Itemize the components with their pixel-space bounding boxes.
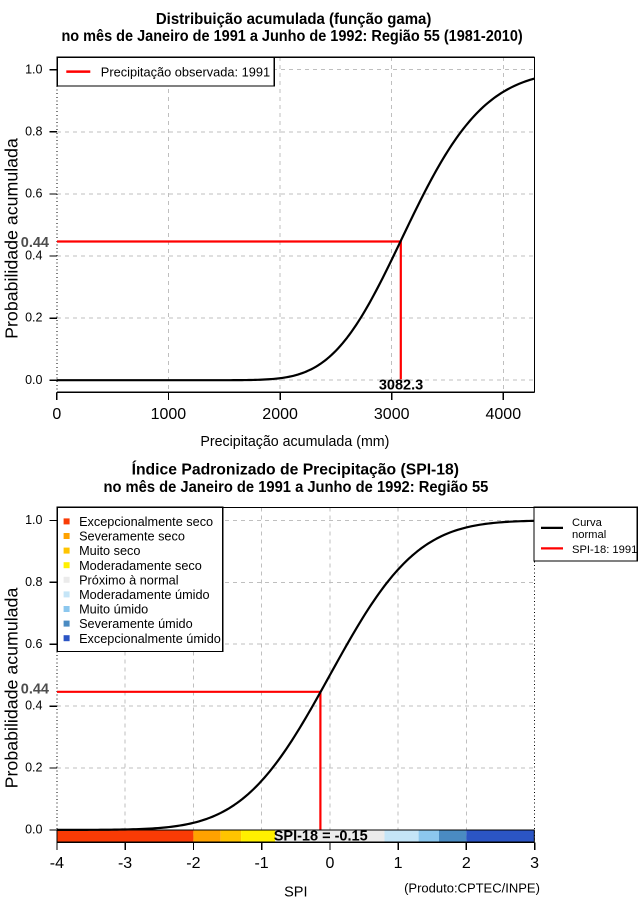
svg-text:Muito seco: Muito seco	[79, 544, 140, 558]
svg-text:Curva: Curva	[572, 517, 603, 529]
svg-text:Índice Padronizado de Precipit: Índice Padronizado de Precipitação (SPI-…	[132, 459, 459, 478]
svg-text:4000: 4000	[486, 406, 522, 423]
svg-text:-2: -2	[186, 855, 200, 872]
svg-text:0.2: 0.2	[25, 761, 42, 775]
svg-text:0.0: 0.0	[25, 823, 42, 837]
svg-text:0.0: 0.0	[25, 373, 42, 387]
svg-text:0.6: 0.6	[25, 187, 42, 201]
svg-text:no mês de Janeiro de 1991 a Ju: no mês de Janeiro de 1991 a Junho de 199…	[103, 479, 488, 496]
svg-text:2000: 2000	[262, 406, 298, 423]
svg-text:0.6: 0.6	[25, 637, 42, 651]
svg-text:-1: -1	[254, 855, 268, 872]
svg-text:Muito úmido: Muito úmido	[79, 603, 148, 617]
svg-text:SPI-18: 1991: SPI-18: 1991	[572, 544, 637, 556]
svg-text:Probabilidade acumulada: Probabilidade acumulada	[2, 138, 22, 339]
svg-text:-3: -3	[118, 855, 132, 872]
svg-text:Precipitação acumulada (mm): Precipitação acumulada (mm)	[200, 433, 389, 450]
svg-text:no mês de Janeiro de 1991 a Ju: no mês de Janeiro de 1991 a Junho de 199…	[61, 28, 522, 45]
svg-text:Moderadamente úmido: Moderadamente úmido	[79, 588, 209, 602]
svg-text:SPI-18 = -0.15: SPI-18 = -0.15	[274, 828, 368, 844]
svg-text:0: 0	[325, 855, 334, 872]
svg-text:1000: 1000	[151, 406, 187, 423]
svg-text:0.8: 0.8	[25, 124, 42, 138]
svg-text:3082.3: 3082.3	[379, 378, 423, 394]
svg-text:-4: -4	[50, 855, 64, 872]
svg-text:1: 1	[394, 855, 403, 872]
svg-text:1.0: 1.0	[25, 62, 42, 76]
svg-text:2: 2	[462, 855, 471, 872]
svg-text:0: 0	[52, 406, 61, 423]
svg-text:Moderadamente seco: Moderadamente seco	[79, 559, 202, 573]
svg-text:Probabilidade acumulada: Probabilidade acumulada	[2, 588, 22, 789]
svg-text:Excepcionalmente úmido: Excepcionalmente úmido	[79, 632, 221, 646]
svg-text:1.0: 1.0	[25, 513, 42, 527]
svg-text:normal: normal	[572, 529, 606, 541]
svg-text:0.44: 0.44	[21, 235, 49, 251]
svg-text:(Produto:CPTEC/INPE): (Produto:CPTEC/INPE)	[404, 880, 540, 895]
svg-text:0.8: 0.8	[25, 575, 42, 589]
svg-text:Próximo à normal: Próximo à normal	[79, 573, 178, 587]
svg-text:3: 3	[530, 855, 539, 872]
svg-text:Severamente úmido: Severamente úmido	[79, 617, 193, 631]
svg-text:Precipitação observada: 1991: Precipitação observada: 1991	[101, 64, 270, 79]
svg-text:0.2: 0.2	[25, 311, 42, 325]
svg-text:Distribuição acumulada (função: Distribuição acumulada (função gama)	[156, 11, 432, 28]
svg-text:SPI: SPI	[284, 884, 307, 900]
svg-text:Excepcionalmente seco: Excepcionalmente seco	[79, 515, 213, 529]
svg-text:0.44: 0.44	[21, 682, 49, 698]
svg-text:3000: 3000	[374, 406, 410, 423]
svg-text:0.4: 0.4	[25, 699, 42, 713]
svg-text:0.4: 0.4	[25, 249, 42, 263]
svg-text:Severamente seco: Severamente seco	[79, 530, 185, 544]
